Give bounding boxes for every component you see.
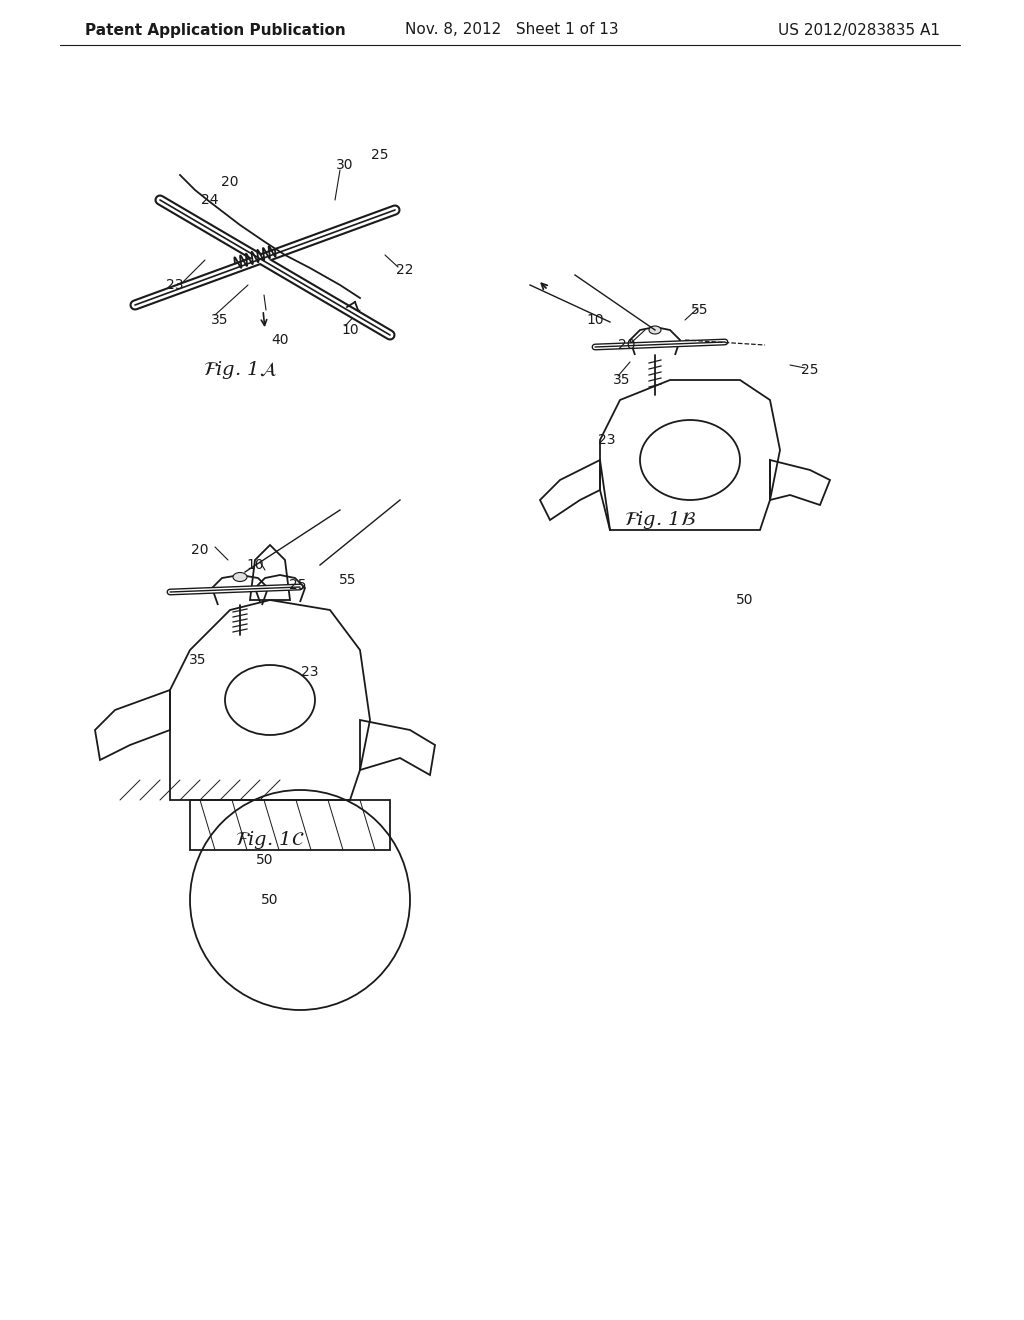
Text: 10: 10 [246,558,264,572]
Text: 35: 35 [211,313,228,327]
Text: 24: 24 [202,193,219,207]
Text: 55: 55 [691,304,709,317]
Ellipse shape [649,326,662,334]
Text: 25: 25 [372,148,389,162]
Text: Nov. 8, 2012   Sheet 1 of 13: Nov. 8, 2012 Sheet 1 of 13 [406,22,618,37]
Text: $\mathcal{F}$ig. 1$\mathcal{C}$: $\mathcal{F}$ig. 1$\mathcal{C}$ [236,829,305,851]
Text: 35: 35 [189,653,207,667]
Ellipse shape [233,573,247,582]
Text: $\mathcal{F}$ig. 1$\mathcal{B}$: $\mathcal{F}$ig. 1$\mathcal{B}$ [624,510,696,531]
Text: 25: 25 [289,578,307,591]
Text: 22: 22 [396,263,414,277]
Text: 55: 55 [339,573,356,587]
Text: US 2012/0283835 A1: US 2012/0283835 A1 [778,22,940,37]
Text: 20: 20 [618,338,636,352]
Text: 10: 10 [586,313,604,327]
Text: $\mathcal{F}$ig. 1$\mathcal{A}$: $\mathcal{F}$ig. 1$\mathcal{A}$ [203,359,278,381]
Text: 20: 20 [191,543,209,557]
Text: 40: 40 [271,333,289,347]
Text: 50: 50 [261,894,279,907]
Text: 23: 23 [598,433,615,447]
Text: Patent Application Publication: Patent Application Publication [85,22,346,37]
Text: 10: 10 [341,323,358,337]
Text: 50: 50 [736,593,754,607]
Text: 23: 23 [166,279,183,292]
Text: 23: 23 [301,665,318,678]
Text: 35: 35 [613,374,631,387]
Text: 25: 25 [801,363,819,378]
Text: 30: 30 [336,158,353,172]
Text: 20: 20 [221,176,239,189]
Text: 50: 50 [256,853,273,867]
